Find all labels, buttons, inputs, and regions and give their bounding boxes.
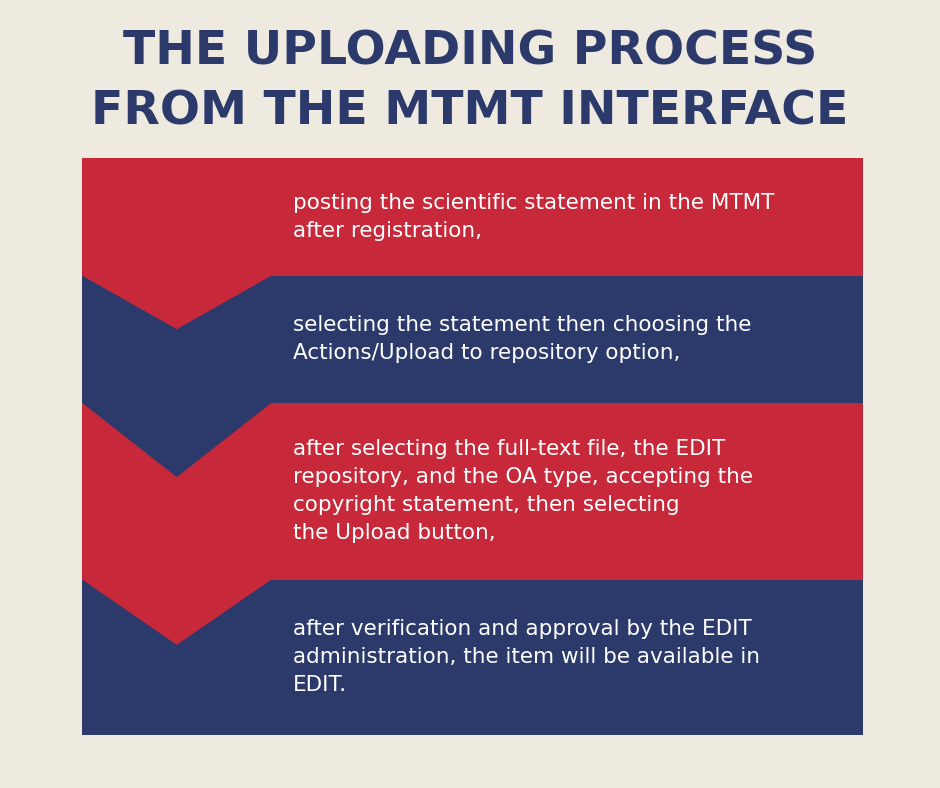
Text: FROM THE MTMT INTERFACE: FROM THE MTMT INTERFACE bbox=[91, 90, 849, 135]
Text: selecting the statement then choosing the
Actions/Upload to repository option,: selecting the statement then choosing th… bbox=[292, 315, 751, 363]
Polygon shape bbox=[83, 403, 272, 477]
Text: after verification and approval by the EDIT
administration, the item will be ava: after verification and approval by the E… bbox=[292, 619, 760, 695]
Bar bbox=[83, 579, 863, 735]
Polygon shape bbox=[83, 579, 272, 645]
Bar bbox=[83, 403, 863, 579]
Bar bbox=[83, 158, 863, 276]
Text: posting the scientific statement in the MTMT
after registration,: posting the scientific statement in the … bbox=[292, 193, 774, 241]
Polygon shape bbox=[83, 276, 272, 329]
Bar bbox=[83, 276, 863, 403]
Text: after selecting the full-text file, the EDIT
repository, and the OA type, accept: after selecting the full-text file, the … bbox=[292, 439, 753, 543]
Text: THE UPLOADING PROCESS: THE UPLOADING PROCESS bbox=[123, 29, 817, 75]
